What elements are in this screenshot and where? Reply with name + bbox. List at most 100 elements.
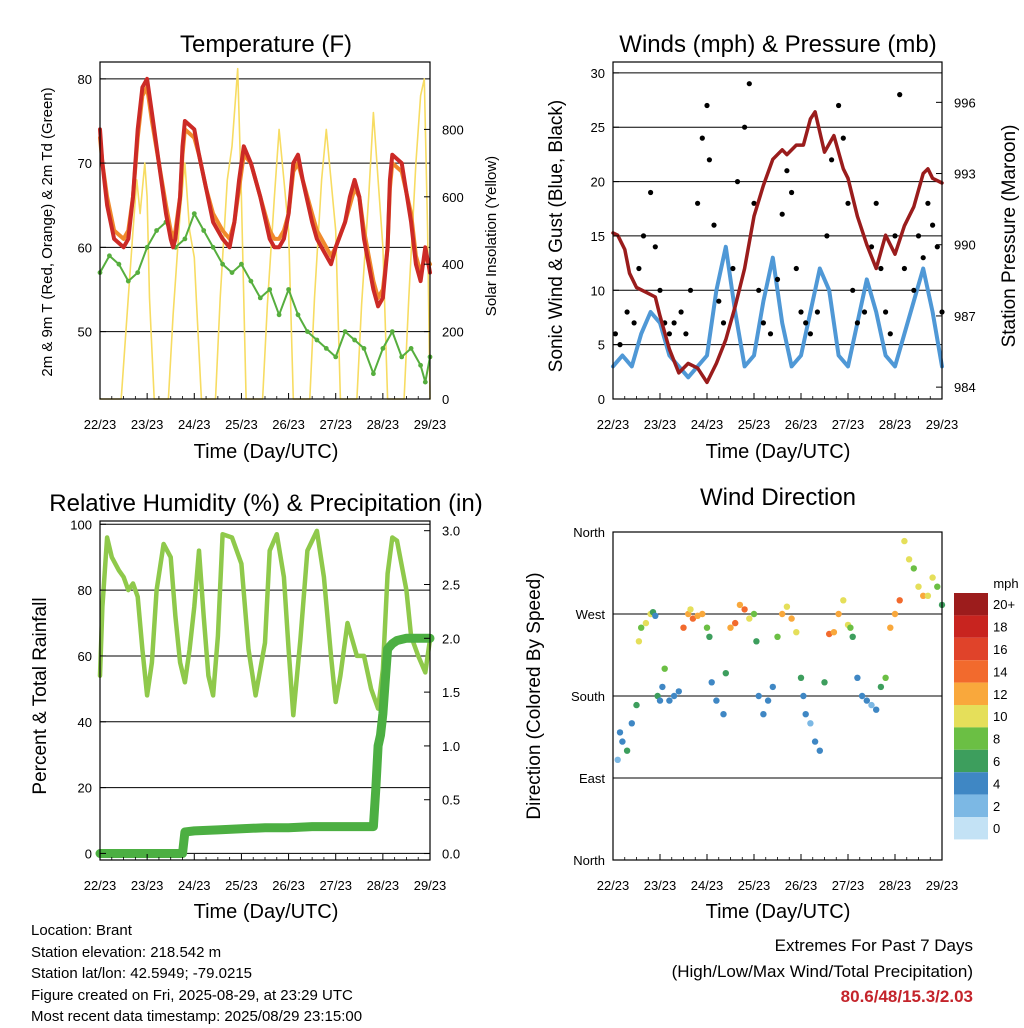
- y2-tick-label: 200: [442, 325, 464, 340]
- created-text: Figure created on Fri, 2025-08-29, at 23…: [31, 986, 353, 1004]
- direction-point: [793, 629, 800, 636]
- direction-point: [896, 597, 903, 604]
- dewpoint-point: [295, 312, 301, 318]
- y-tick-label: 60: [78, 649, 92, 664]
- gust-point: [631, 320, 637, 326]
- direction-point: [774, 633, 781, 640]
- x-tick-label: 27/23: [832, 878, 865, 893]
- gust-point: [911, 287, 917, 293]
- gust-point: [793, 265, 799, 272]
- direction-point: [783, 603, 791, 610]
- direction-point: [680, 624, 687, 631]
- direction-point: [788, 615, 795, 622]
- humidity-ylabel: Percent & Total Rainfall: [30, 597, 51, 794]
- y-tick-label: 30: [591, 66, 605, 81]
- colorbar-swatch: [954, 593, 988, 616]
- colorbar-label: 8: [993, 732, 1000, 747]
- x-tick-label: 22/23: [84, 417, 117, 432]
- direction-point: [635, 638, 643, 645]
- elevation-text: Station elevation: 218.542 m: [31, 943, 222, 961]
- temperature-panel: Temperature (F) 22/23 23/23 24/23 25/23 26/2…: [39, 31, 500, 463]
- gust-point: [925, 200, 931, 206]
- gust-point: [695, 200, 701, 206]
- temperature-x-ticks: 22/23 23/23 24/23 25/23 26/23 27/23 28/23 29/23: [84, 393, 446, 432]
- x-tick-label: 26/23: [785, 878, 818, 893]
- dewpoint-point: [191, 211, 197, 217]
- y2-tick-label: 600: [442, 190, 464, 205]
- dewpoint-point: [257, 295, 263, 301]
- gust-point: [807, 331, 814, 337]
- y-tick-label: West: [576, 607, 606, 622]
- colorbar-label: 12: [993, 687, 1007, 702]
- y-tick-label: 50: [78, 325, 92, 340]
- x-tick-label: 26/23: [272, 878, 305, 893]
- direction-point: [616, 729, 624, 736]
- x-tick-label: 28/23: [367, 417, 400, 432]
- direction-point: [732, 619, 739, 627]
- gust-point: [687, 287, 694, 293]
- gust-point: [720, 320, 727, 326]
- temperature-gridlines: [100, 78, 430, 333]
- dewpoint-point: [361, 346, 367, 351]
- colorbar-swatch: [954, 817, 988, 840]
- direction-point: [760, 711, 767, 718]
- gust-point: [657, 287, 663, 293]
- y2-tick-label: 3.0: [442, 524, 460, 539]
- colorbar-swatch: [954, 749, 988, 773]
- extremes-block: Extremes For Past 7 Days (High/Low/Max W…: [672, 933, 973, 1010]
- dewpoint-point: [125, 278, 131, 284]
- gust-point: [734, 179, 741, 185]
- gust-point: [901, 265, 908, 272]
- gust-point: [640, 233, 647, 239]
- direction-point: [642, 619, 650, 627]
- y-tick-label: 20: [78, 781, 92, 796]
- pressure-line: [611, 110, 944, 385]
- x-tick-label: 23/23: [644, 417, 677, 432]
- x-tick-label: 29/23: [926, 417, 959, 432]
- colorbar-label: 16: [993, 642, 1007, 657]
- colorbar-swatch: [954, 637, 988, 661]
- direction-point: [652, 612, 659, 619]
- direction-point: [891, 610, 899, 618]
- gust-point: [612, 331, 619, 337]
- dewpoint-point: [286, 287, 291, 292]
- y-tick-label: 25: [591, 120, 605, 135]
- gust-point: [892, 233, 898, 239]
- direction-point: [877, 683, 885, 691]
- direction-point: [633, 701, 640, 709]
- direction-point: [703, 624, 711, 631]
- winds-plot-frame: [612, 61, 943, 400]
- gust-point: [930, 222, 936, 228]
- gust-point: [767, 331, 774, 337]
- x-tick-label: 28/23: [879, 878, 912, 893]
- direction-point: [816, 747, 823, 754]
- dewpoint-point: [408, 346, 414, 351]
- solar-ylabel: Solar Insolation (Yellow): [483, 156, 500, 316]
- colorbar-label: 20+: [993, 597, 1015, 612]
- y-tick-label: North: [573, 853, 605, 868]
- x-tick-label: 22/23: [597, 878, 630, 893]
- humidity-xlabel: Time (Day/UTC): [194, 901, 339, 923]
- direction-point: [722, 670, 729, 677]
- y2-tick-label: 990: [954, 238, 976, 253]
- humidity-series: [95, 528, 435, 858]
- gust-point: [666, 331, 673, 337]
- gust-point: [897, 92, 903, 98]
- dewpoint-point: [210, 244, 216, 250]
- colorbar-label: 6: [993, 754, 1000, 769]
- dewpoint-point: [267, 287, 273, 292]
- pressure-y2-ticks: 984 987 990 993 996: [936, 95, 976, 395]
- y2-tick-label: 0: [442, 392, 449, 407]
- dewpoint-point: [116, 261, 122, 267]
- direction-panel: Wind Direction 22/23 23/23 24/23 25/23 26/23…: [524, 484, 1019, 923]
- winds-panel: Winds (mph) & Pressure (mb) 22/23 23/23 24…: [546, 31, 1020, 463]
- dewpoint-point: [380, 346, 386, 351]
- y-tick-label: 5: [598, 338, 605, 353]
- gust-point: [746, 81, 752, 87]
- station-info: Location: Brant Station elevation: 218.5…: [31, 920, 362, 1028]
- dewpoint-point: [418, 362, 423, 368]
- humidity-title: Relative Humidity (%) & Precipitation (i…: [49, 490, 482, 517]
- direction-point: [811, 738, 819, 745]
- y-tick-label: North: [573, 525, 605, 540]
